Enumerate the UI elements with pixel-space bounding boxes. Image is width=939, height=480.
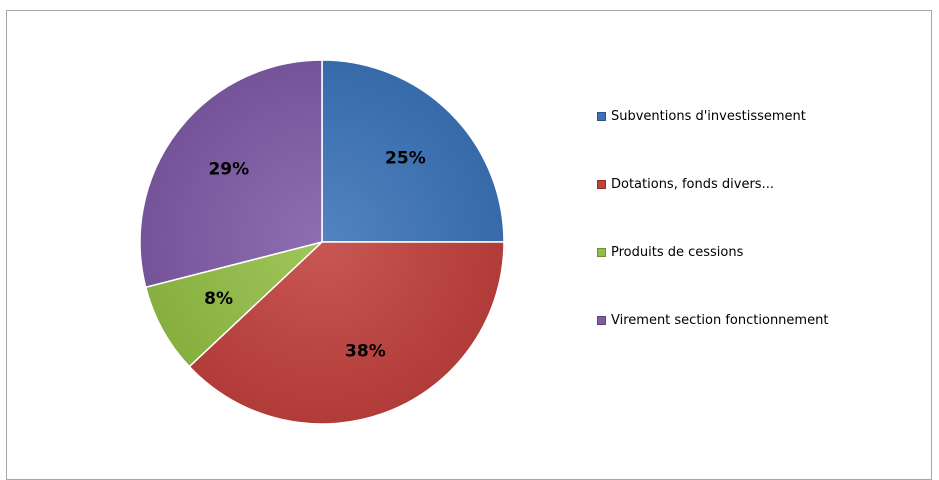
legend-label: Dotations, fonds divers...	[611, 176, 774, 192]
legend-swatch	[597, 111, 606, 121]
pie-data-label: 25%	[385, 149, 426, 169]
legend-swatch	[597, 247, 606, 257]
pie-data-label: 38%	[345, 342, 386, 362]
legend-label: Virement section fonctionnement	[611, 312, 829, 328]
legend-label: Subventions d'investissement	[611, 108, 806, 124]
pie-slice-2	[144, 241, 323, 368]
legend-item-dotations: Dotations, fonds divers...	[597, 173, 828, 195]
pie-data-label: 8%	[204, 289, 233, 309]
pie-slice-0	[321, 59, 505, 243]
legend-item-virement: Virement section fonctionnement	[597, 309, 828, 331]
pie-chart: 25% 38% 8% 29%	[139, 59, 505, 425]
legend-swatch	[597, 179, 606, 189]
pie-slices	[139, 59, 505, 425]
pie-slice-1	[188, 241, 505, 425]
legend-label: Produits de cessions	[611, 244, 744, 260]
legend-item-produits: Produits de cessions	[597, 241, 828, 263]
pie-slice-3	[139, 59, 323, 289]
legend-item-subventions: Subventions d'investissement	[597, 105, 828, 127]
pie-labels: 25% 38% 8% 29%	[204, 149, 426, 362]
legend-swatch	[597, 315, 606, 325]
legend: Subventions d'investissement Dotations, …	[597, 105, 828, 331]
pie-data-label: 29%	[208, 160, 249, 180]
